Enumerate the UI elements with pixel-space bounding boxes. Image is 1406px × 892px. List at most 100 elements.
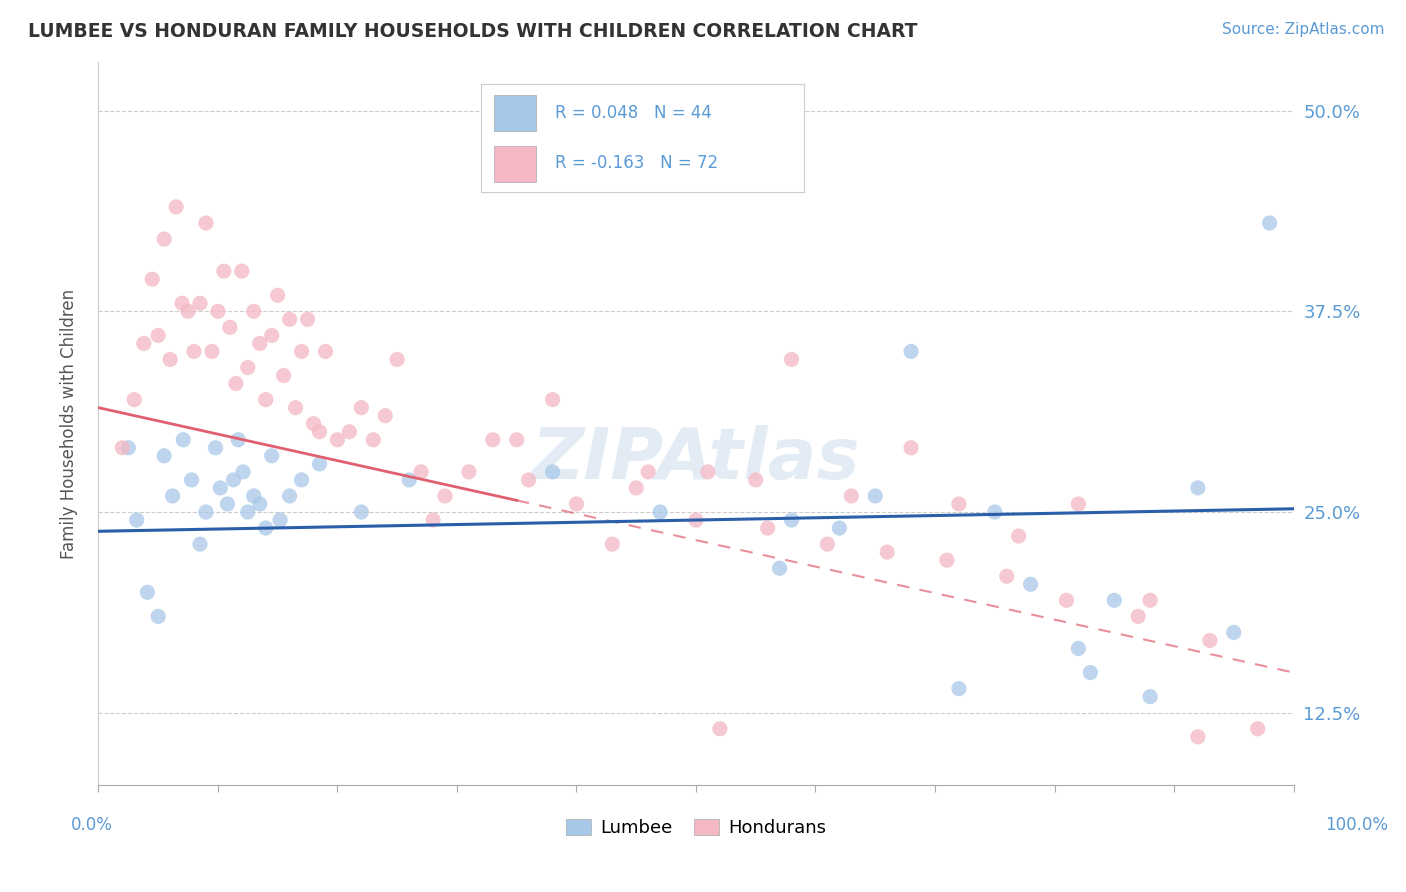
Point (350, 505, 373, 519)
Point (876, 545, 898, 559)
Point (180, 473, 202, 487)
Y-axis label: Family Households with Children: Family Households with Children (59, 289, 77, 558)
Point (172, 433, 194, 447)
Point (225, 376, 247, 391)
Point (1139, 593, 1161, 607)
Point (517, 473, 540, 487)
Point (222, 473, 245, 487)
Point (1199, 633, 1222, 648)
Point (865, 489, 887, 503)
Point (260, 449, 283, 463)
Point (217, 497, 239, 511)
Point (1104, 593, 1126, 607)
Point (1223, 625, 1246, 640)
Point (1187, 730, 1209, 744)
Point (315, 344, 337, 359)
Point (828, 521, 851, 535)
Point (1139, 690, 1161, 704)
Point (111, 441, 134, 455)
Point (243, 304, 266, 318)
Point (756, 521, 779, 535)
Point (159, 352, 181, 367)
Point (141, 272, 163, 286)
Point (780, 352, 803, 367)
Point (817, 537, 839, 551)
Point (900, 441, 922, 455)
Point (153, 232, 176, 246)
Point (936, 553, 959, 567)
Point (1247, 722, 1270, 736)
Point (1187, 481, 1209, 495)
Point (124, 392, 146, 407)
Point (177, 304, 200, 318)
Point (1067, 641, 1090, 656)
Point (188, 296, 211, 310)
Point (260, 328, 283, 343)
Point (398, 473, 420, 487)
Point (232, 465, 254, 479)
Point (291, 473, 314, 487)
Point (302, 417, 325, 431)
Point (207, 304, 229, 318)
Point (278, 312, 301, 326)
Point (1258, 216, 1281, 230)
Point (326, 433, 349, 447)
Point (602, 537, 624, 551)
Point (269, 513, 291, 527)
Point (291, 344, 314, 359)
Point (948, 681, 970, 696)
Point (231, 264, 253, 278)
Point (745, 473, 768, 487)
Legend: Lumbee, Hondurans: Lumbee, Hondurans (565, 819, 827, 838)
Point (212, 264, 235, 278)
Text: 0.0%: 0.0% (70, 816, 112, 834)
Point (948, 497, 970, 511)
Point (769, 561, 792, 575)
Point (650, 505, 672, 519)
Point (363, 433, 385, 447)
Point (565, 497, 588, 511)
Point (308, 457, 330, 471)
Point (1008, 529, 1031, 543)
Point (195, 216, 218, 230)
Text: 100.0%: 100.0% (1326, 816, 1388, 834)
Point (374, 409, 396, 423)
Point (201, 344, 224, 359)
Point (195, 505, 218, 519)
Point (626, 481, 648, 495)
Point (1080, 665, 1102, 680)
Point (249, 497, 271, 511)
Point (132, 336, 155, 351)
Point (482, 433, 505, 447)
Point (254, 392, 277, 407)
Point (1056, 593, 1078, 607)
Point (350, 401, 373, 415)
Point (984, 505, 1007, 519)
Point (226, 433, 249, 447)
Point (236, 360, 259, 375)
Text: ZIPAtlas: ZIPAtlas (531, 425, 860, 494)
Point (162, 489, 184, 503)
Point (297, 312, 319, 326)
Point (278, 489, 301, 503)
Point (697, 465, 720, 479)
Point (204, 441, 226, 455)
Point (209, 481, 232, 495)
Point (284, 401, 307, 415)
Text: Source: ZipAtlas.com: Source: ZipAtlas.com (1222, 22, 1385, 37)
Point (411, 465, 433, 479)
Point (183, 344, 205, 359)
Point (243, 489, 266, 503)
Point (172, 296, 194, 310)
Point (900, 344, 922, 359)
Point (709, 722, 731, 736)
Point (165, 200, 187, 214)
Point (136, 585, 159, 599)
Point (541, 465, 564, 479)
Point (188, 537, 211, 551)
Point (541, 392, 564, 407)
Point (385, 352, 409, 367)
Point (506, 433, 529, 447)
Point (995, 569, 1018, 583)
Point (685, 513, 707, 527)
